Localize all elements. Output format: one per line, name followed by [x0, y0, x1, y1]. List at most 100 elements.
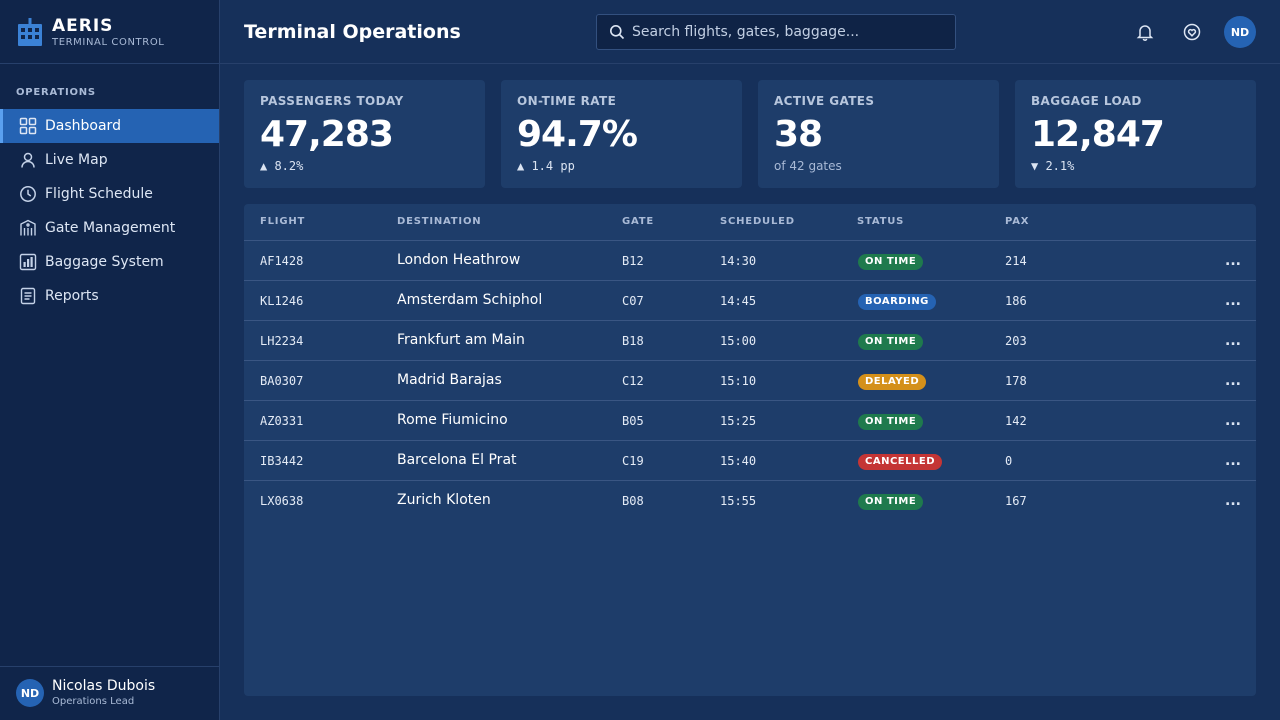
table-row[interactable]: AF1428 London Heathrow B12 14:30 ON TIME 214.… — [244, 241, 1256, 281]
map-pin-icon — [19, 151, 37, 169]
app-subtitle: TERMINAL CONTROL — [52, 37, 165, 48]
favorites-button[interactable] — [1182, 22, 1202, 42]
table-row[interactable]: BA0307 Madrid Barajas C12 15:10 DELAYED 178..… — [244, 361, 1256, 401]
sidebar-nav: Dashboard Live Map Flight Schedule — [0, 109, 219, 313]
user-role: Operations Lead — [52, 696, 135, 707]
search-box[interactable] — [596, 14, 956, 50]
more-options-icon[interactable]: ... — [1225, 333, 1241, 349]
gate-icon — [19, 219, 37, 237]
gate: B05 — [622, 414, 644, 428]
stat-label: ACTIVE GATES — [774, 94, 875, 108]
pax-count: 178 — [1005, 374, 1027, 388]
pax-count: 186 — [1005, 294, 1027, 308]
pax-count: 142 — [1005, 414, 1027, 428]
grid-icon — [19, 117, 37, 135]
destination: Frankfurt am Main — [397, 332, 525, 348]
stat-value: 94.7% — [517, 114, 638, 155]
sidebar-item-gate-management[interactable]: Gate Management — [0, 211, 219, 245]
stat-value: 12,847 — [1031, 114, 1165, 155]
nav-section-label: OPERATIONS — [16, 87, 96, 98]
flight-number: LX0638 — [260, 494, 304, 508]
stat-card-active-gates: ACTIVE GATES 38 of 42 gates — [758, 80, 999, 188]
status-badge: CANCELLED — [858, 454, 942, 470]
sidebar-item-flight-schedule[interactable]: Flight Schedule — [0, 177, 219, 211]
status-badge: BOARDING — [858, 294, 936, 310]
document-icon — [19, 287, 37, 305]
column-header-pax[interactable]: PAX — [1005, 216, 1030, 227]
more-options-icon[interactable]: ... — [1225, 413, 1241, 429]
table-row[interactable]: IB3442 Barcelona El Prat C19 15:40 CANCELLED… — [244, 441, 1256, 481]
table-row[interactable]: KL1246 Amsterdam Schiphol C07 14:45 BOARDING… — [244, 281, 1256, 321]
more-options-icon[interactable]: ... — [1225, 293, 1241, 309]
column-header-flight[interactable]: FLIGHT — [260, 216, 306, 227]
column-header-status[interactable]: STATUS — [857, 216, 905, 227]
user-profile[interactable]: ND Nicolas Dubois Operations Lead — [16, 678, 155, 708]
sidebar-item-reports[interactable]: Reports — [0, 279, 219, 313]
more-options-icon[interactable]: ... — [1225, 453, 1241, 469]
stat-card-baggage-load: BAGGAGE LOAD 12,847 ▼ 2.1% — [1015, 80, 1256, 188]
sidebar-item-live-map[interactable]: Live Map — [0, 143, 219, 177]
table-header: FLIGHT DESTINATION GATE SCHEDULED STATUS… — [244, 204, 1256, 241]
gate: C07 — [622, 294, 644, 308]
divider — [0, 63, 220, 64]
scheduled-time: 14:30 — [720, 254, 757, 268]
stat-delta: ▲ 1.4 pp — [517, 159, 575, 173]
gate: B18 — [622, 334, 644, 348]
column-header-gate[interactable]: GATE — [622, 216, 655, 227]
flight-number: BA0307 — [260, 374, 304, 388]
destination: Amsterdam Schiphol — [397, 292, 543, 308]
table-row[interactable]: LX0638 Zurich Kloten B08 15:55 ON TIME 167... — [244, 481, 1256, 521]
gate: B08 — [622, 494, 644, 508]
avatar: ND — [16, 679, 44, 707]
column-header-destination[interactable]: DESTINATION — [397, 216, 482, 227]
stat-subtext: of 42 gates — [774, 159, 842, 173]
flights-table: FLIGHT DESTINATION GATE SCHEDULED STATUS… — [244, 204, 1256, 696]
destination: Barcelona El Prat — [397, 452, 517, 468]
status-badge: DELAYED — [858, 374, 927, 390]
more-options-icon[interactable]: ... — [1225, 373, 1241, 389]
scheduled-time: 14:45 — [720, 294, 757, 308]
table-row[interactable]: AZ0331 Rome Fiumicino B05 15:25 ON TIME 142..… — [244, 401, 1256, 441]
sidebar-item-dashboard[interactable]: Dashboard — [0, 109, 219, 143]
stat-card-on-time-rate: ON-TIME RATE 94.7% ▲ 1.4 pp — [501, 80, 742, 188]
stat-delta: ▲ 8.2% — [260, 159, 304, 173]
notifications-button[interactable] — [1135, 22, 1155, 42]
user-name: Nicolas Dubois — [52, 678, 156, 694]
stat-value: 38 — [774, 114, 823, 155]
user-avatar-button[interactable]: ND — [1224, 16, 1256, 48]
pax-count: 214 — [1005, 254, 1027, 268]
clock-icon — [19, 185, 37, 203]
destination: Zurich Kloten — [397, 492, 491, 508]
search-icon — [610, 25, 625, 40]
terminal-building-icon — [18, 18, 42, 46]
sidebar-item-label: Live Map — [45, 152, 108, 168]
scheduled-time: 15:40 — [720, 454, 757, 468]
flight-number: LH2234 — [260, 334, 304, 348]
sidebar-item-label: Baggage System — [45, 254, 164, 270]
status-badge: ON TIME — [858, 414, 924, 430]
status-badge: ON TIME — [858, 254, 924, 270]
more-options-icon[interactable]: ... — [1225, 253, 1241, 269]
status-badge: ON TIME — [858, 334, 924, 350]
scheduled-time: 15:10 — [720, 374, 757, 388]
flight-number: AF1428 — [260, 254, 304, 268]
flight-number: AZ0331 — [260, 414, 304, 428]
sidebar: AERIS TERMINAL CONTROL OPERATIONS Dashbo… — [0, 0, 220, 720]
sidebar-item-label: Reports — [45, 288, 99, 304]
gate: C12 — [622, 374, 644, 388]
scheduled-time: 15:25 — [720, 414, 757, 428]
more-options-icon[interactable]: ... — [1225, 493, 1241, 509]
gate: B12 — [622, 254, 644, 268]
gate: C19 — [622, 454, 644, 468]
search-input[interactable] — [632, 24, 952, 40]
status-badge: ON TIME — [858, 494, 924, 510]
column-header-scheduled[interactable]: SCHEDULED — [720, 216, 795, 227]
table-row[interactable]: LH2234 Frankfurt am Main B18 15:00 ON TIME 20… — [244, 321, 1256, 361]
sidebar-item-baggage-system[interactable]: Baggage System — [0, 245, 219, 279]
brand[interactable]: AERIS TERMINAL CONTROL — [18, 17, 164, 49]
bar-chart-icon — [19, 253, 37, 271]
stat-card-passengers: PASSENGERS TODAY 47,283 ▲ 8.2% — [244, 80, 485, 188]
stat-label: PASSENGERS TODAY — [260, 94, 404, 108]
topbar: Terminal Operations ND — [220, 0, 1280, 64]
divider — [0, 666, 220, 667]
